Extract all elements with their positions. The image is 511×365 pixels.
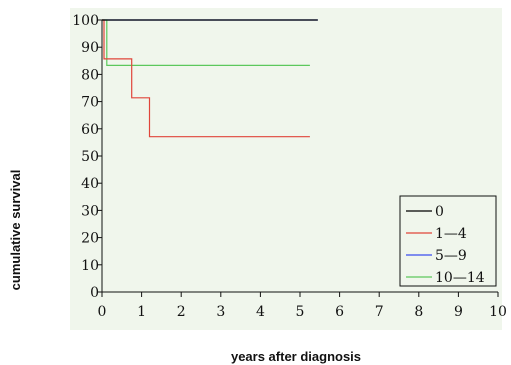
y-tick-label: 50	[81, 149, 99, 165]
x-tick-label: 5	[296, 304, 305, 320]
y-tick-label: 80	[81, 67, 99, 83]
x-tick-label: 2	[177, 304, 186, 320]
y-tick-label: 30	[81, 203, 99, 219]
legend-label: 0	[435, 204, 444, 220]
x-tick-label: 6	[335, 304, 344, 320]
y-tick-label: 70	[81, 95, 99, 111]
x-tick-label: 10	[489, 304, 507, 320]
legend: 0 1—4 5—9 10—14	[399, 195, 497, 287]
y-tick-label: 100	[72, 13, 99, 29]
y-tick-label: 0	[90, 285, 99, 301]
x-axis: 0 1 2 3 4 5 6 7 8 9 10	[98, 291, 507, 320]
y-axis-title: cumulative survival	[8, 170, 23, 291]
y-tick-label: 90	[81, 40, 99, 56]
x-axis-title: years after diagnosis	[231, 349, 361, 364]
x-tick-label: 4	[256, 304, 265, 320]
legend-label: 10—14	[435, 270, 485, 286]
y-tick-label: 20	[81, 231, 99, 247]
y-tick-label: 60	[81, 122, 99, 138]
y-tick-label: 40	[81, 176, 99, 192]
y-tick-label: 10	[81, 258, 99, 274]
legend-label: 1—4	[435, 226, 467, 242]
y-axis: 0 10 20 30 40 50 60 70 80 90 100	[72, 13, 103, 301]
x-tick-label: 3	[216, 304, 225, 320]
legend-label: 5—9	[435, 248, 467, 264]
x-tick-label: 7	[375, 304, 384, 320]
x-tick-label: 1	[137, 304, 146, 320]
x-tick-label: 8	[414, 304, 423, 320]
series-line-1	[102, 19, 310, 138]
series-layer	[102, 19, 318, 138]
x-tick-label: 0	[98, 304, 107, 320]
x-tick-label: 9	[454, 304, 463, 320]
